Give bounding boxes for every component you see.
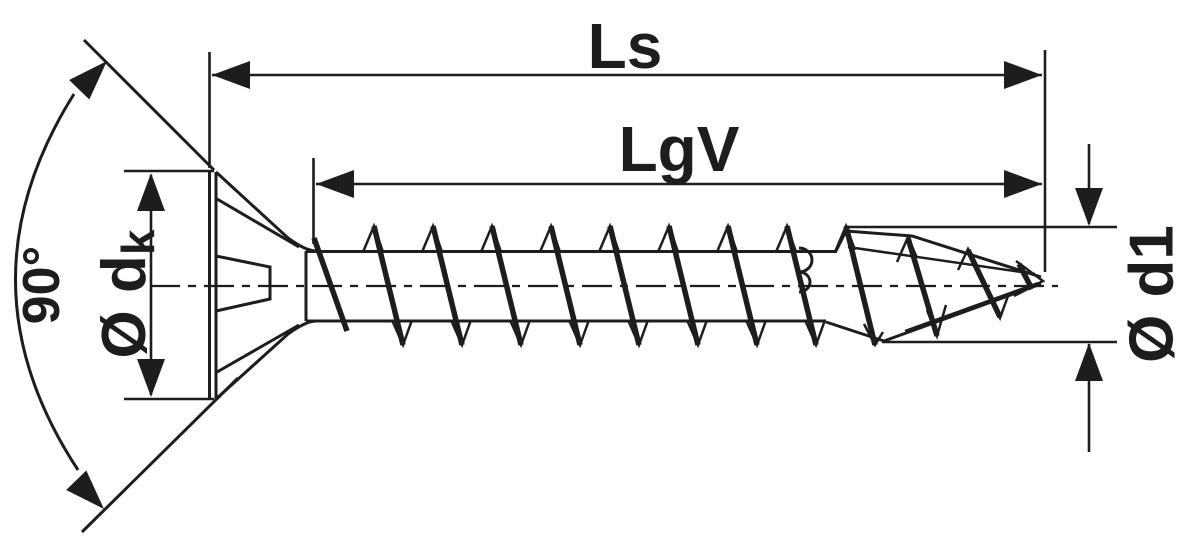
lgv-dimension: LgV [312,113,1042,244]
thread-flank [666,225,701,346]
angle-arc [14,93,80,471]
thread-flank [1016,262,1035,291]
head-cone-edge-top [214,170,317,253]
thread-flank [430,225,465,346]
angle-construction-line-top [82,38,216,172]
thread-flank [607,225,642,346]
head-diameter-dimension: Ø dk [90,169,214,401]
thread-flank [784,225,819,346]
tip-point-crest [1013,259,1046,298]
ls-arrowhead-right-icon [1004,61,1042,89]
thread-flank [905,237,940,337]
lgv-arrowhead-left-icon [316,170,354,198]
head-rib-line-bottom [216,323,300,374]
angle-arrowhead-top-icon [69,61,107,100]
drive-recess-profile [215,254,272,313]
screw-tip [825,229,1046,343]
lgv-arrowhead-right-icon [1004,170,1042,198]
tip-transition-top [834,230,848,252]
d1-arrowhead-bottom-icon [1075,343,1103,381]
dk-label-prefix: Ø d [90,255,159,358]
thread-flank [843,225,878,346]
d1-label: Ø d1 [1118,225,1187,363]
thread-flank [371,225,406,346]
thread-flank [311,237,350,332]
head-rib-line-top [216,197,300,249]
tip-transition-bottom [825,320,885,343]
head-cone-edge-bottom [214,319,317,401]
thread-flank [548,225,583,346]
tip-envelope-top [845,229,1042,279]
thread-flanks [311,225,878,346]
dk-label-subscript: k [112,229,164,255]
tip-envelope-bottom [883,282,1042,343]
tip-core-taper-top [847,245,1036,276]
dk-arrowhead-bottom-icon [137,359,165,397]
dk-arrowhead-top-icon [137,173,165,211]
lgv-label: LgV [619,113,740,185]
d1-arrowhead-top-icon [1075,188,1103,226]
dk-label: Ø dk [90,229,165,358]
thread-diameter-dimension: Ø d1 [845,144,1187,452]
angle-construction-line-bottom [80,376,240,534]
head-angle-dimension: 90° [13,38,240,534]
head-angle-label: 90° [13,246,71,325]
thread-flank [965,248,1003,319]
tip-core-taper-bottom [904,281,1039,333]
ls-label: Ls [588,10,663,82]
thread-flank [489,225,524,346]
angle-arrowhead-bottom-icon [66,470,104,509]
thread-flank [725,225,760,346]
ls-arrowhead-left-icon [212,61,250,89]
ls-dimension: Ls [208,10,1047,272]
